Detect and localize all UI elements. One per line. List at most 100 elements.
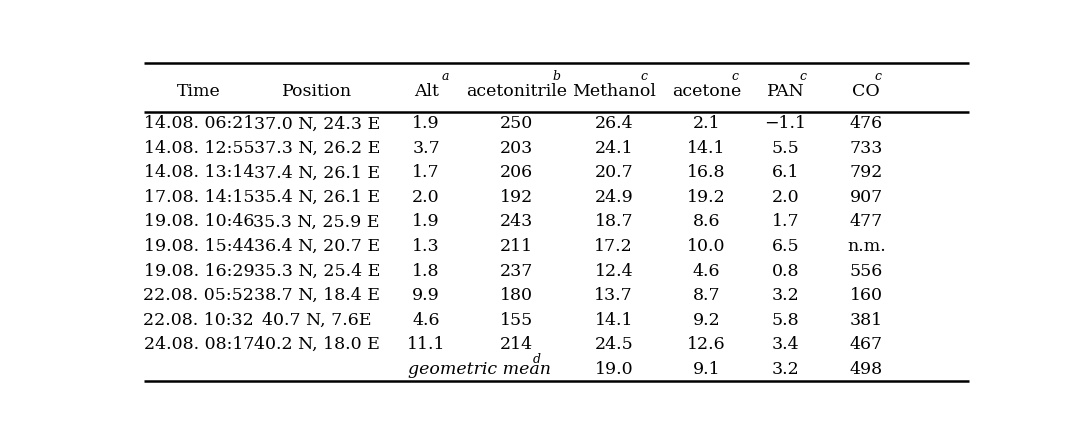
Text: 907: 907 — [849, 189, 883, 206]
Text: 1.3: 1.3 — [413, 238, 440, 255]
Text: d: d — [532, 353, 541, 366]
Text: 12.6: 12.6 — [687, 336, 725, 353]
Text: Position: Position — [281, 83, 352, 100]
Text: 14.08. 12:55: 14.08. 12:55 — [143, 140, 254, 157]
Text: 237: 237 — [500, 262, 533, 279]
Text: 498: 498 — [849, 360, 883, 378]
Text: 24.9: 24.9 — [594, 189, 633, 206]
Text: −1.1: −1.1 — [765, 115, 807, 132]
Text: 203: 203 — [500, 140, 533, 157]
Text: 35.3 N, 25.4 E: 35.3 N, 25.4 E — [253, 262, 380, 279]
Text: 3.7: 3.7 — [413, 140, 440, 157]
Text: 160: 160 — [850, 287, 883, 304]
Text: 14.1: 14.1 — [687, 140, 725, 157]
Text: 12.4: 12.4 — [594, 262, 633, 279]
Text: 24.5: 24.5 — [594, 336, 633, 353]
Text: Time: Time — [177, 83, 220, 100]
Text: 14.08. 06:21: 14.08. 06:21 — [143, 115, 254, 132]
Text: 8.6: 8.6 — [693, 213, 720, 230]
Text: 14.1: 14.1 — [594, 311, 633, 328]
Text: c: c — [732, 70, 738, 83]
Text: 40.7 N, 7.6E: 40.7 N, 7.6E — [262, 311, 371, 328]
Text: 1.7: 1.7 — [413, 164, 440, 181]
Text: 22.08. 05:52: 22.08. 05:52 — [143, 287, 254, 304]
Text: acetone: acetone — [672, 83, 741, 100]
Text: 14.08. 13:14: 14.08. 13:14 — [143, 164, 254, 181]
Text: 26.4: 26.4 — [594, 115, 633, 132]
Text: 477: 477 — [849, 213, 883, 230]
Text: 3.2: 3.2 — [772, 360, 799, 378]
Text: c: c — [799, 70, 806, 83]
Text: 11.1: 11.1 — [407, 336, 445, 353]
Text: 19.0: 19.0 — [594, 360, 633, 378]
Text: 24.1: 24.1 — [594, 140, 633, 157]
Text: PAN: PAN — [767, 83, 805, 100]
Text: 155: 155 — [500, 311, 533, 328]
Text: 40.2 N, 18.0 E: 40.2 N, 18.0 E — [254, 336, 380, 353]
Text: 180: 180 — [500, 287, 532, 304]
Text: 2.1: 2.1 — [693, 115, 720, 132]
Text: 733: 733 — [849, 140, 883, 157]
Text: 1.9: 1.9 — [413, 115, 440, 132]
Text: 211: 211 — [500, 238, 533, 255]
Text: c: c — [874, 70, 882, 83]
Text: geometric mean: geometric mean — [408, 360, 551, 378]
Text: a: a — [441, 70, 449, 83]
Text: n.m.: n.m. — [847, 238, 886, 255]
Text: 467: 467 — [849, 336, 883, 353]
Text: 9.2: 9.2 — [693, 311, 720, 328]
Text: Alt: Alt — [414, 83, 439, 100]
Text: 1.8: 1.8 — [413, 262, 440, 279]
Text: 381: 381 — [849, 311, 883, 328]
Text: 8.7: 8.7 — [693, 287, 720, 304]
Text: 18.7: 18.7 — [594, 213, 633, 230]
Text: 1.7: 1.7 — [772, 213, 799, 230]
Text: 24.08. 08:17: 24.08. 08:17 — [143, 336, 254, 353]
Text: 2.0: 2.0 — [772, 189, 799, 206]
Text: 36.4 N, 20.7 E: 36.4 N, 20.7 E — [254, 238, 380, 255]
Text: 9.9: 9.9 — [413, 287, 440, 304]
Text: 17.08. 14:15: 17.08. 14:15 — [143, 189, 254, 206]
Text: 1.9: 1.9 — [413, 213, 440, 230]
Text: 3.2: 3.2 — [772, 287, 799, 304]
Text: 214: 214 — [500, 336, 533, 353]
Text: 4.6: 4.6 — [413, 311, 440, 328]
Text: 6.5: 6.5 — [772, 238, 799, 255]
Text: 476: 476 — [849, 115, 883, 132]
Text: CO: CO — [853, 83, 880, 100]
Text: 10.0: 10.0 — [687, 238, 725, 255]
Text: 4.6: 4.6 — [693, 262, 720, 279]
Text: 17.2: 17.2 — [594, 238, 633, 255]
Text: Methanol: Methanol — [572, 83, 656, 100]
Text: 250: 250 — [500, 115, 533, 132]
Text: 38.7 N, 18.4 E: 38.7 N, 18.4 E — [254, 287, 380, 304]
Text: 243: 243 — [500, 213, 533, 230]
Text: 19.08. 15:44: 19.08. 15:44 — [143, 238, 254, 255]
Text: 19.08. 10:46: 19.08. 10:46 — [143, 213, 254, 230]
Text: 792: 792 — [849, 164, 883, 181]
Text: 2.0: 2.0 — [413, 189, 440, 206]
Text: 5.8: 5.8 — [772, 311, 799, 328]
Text: 0.8: 0.8 — [772, 262, 799, 279]
Text: 556: 556 — [849, 262, 883, 279]
Text: 35.3 N, 25.9 E: 35.3 N, 25.9 E — [253, 213, 380, 230]
Text: 6.1: 6.1 — [772, 164, 799, 181]
Text: 9.1: 9.1 — [693, 360, 720, 378]
Text: 22.08. 10:32: 22.08. 10:32 — [143, 311, 254, 328]
Text: c: c — [641, 70, 647, 83]
Text: 16.8: 16.8 — [687, 164, 725, 181]
Text: 19.08. 16:29: 19.08. 16:29 — [143, 262, 254, 279]
Text: 20.7: 20.7 — [594, 164, 633, 181]
Text: 5.5: 5.5 — [772, 140, 799, 157]
Text: 35.4 N, 26.1 E: 35.4 N, 26.1 E — [254, 189, 380, 206]
Text: b: b — [553, 70, 560, 83]
Text: acetonitrile: acetonitrile — [466, 83, 567, 100]
Text: 19.2: 19.2 — [687, 189, 725, 206]
Text: 37.4 N, 26.1 E: 37.4 N, 26.1 E — [254, 164, 380, 181]
Text: 206: 206 — [500, 164, 533, 181]
Text: 37.0 N, 24.3 E: 37.0 N, 24.3 E — [253, 115, 380, 132]
Text: 192: 192 — [500, 189, 533, 206]
Text: 37.3 N, 26.2 E: 37.3 N, 26.2 E — [253, 140, 380, 157]
Text: 3.4: 3.4 — [772, 336, 799, 353]
Text: 13.7: 13.7 — [594, 287, 633, 304]
